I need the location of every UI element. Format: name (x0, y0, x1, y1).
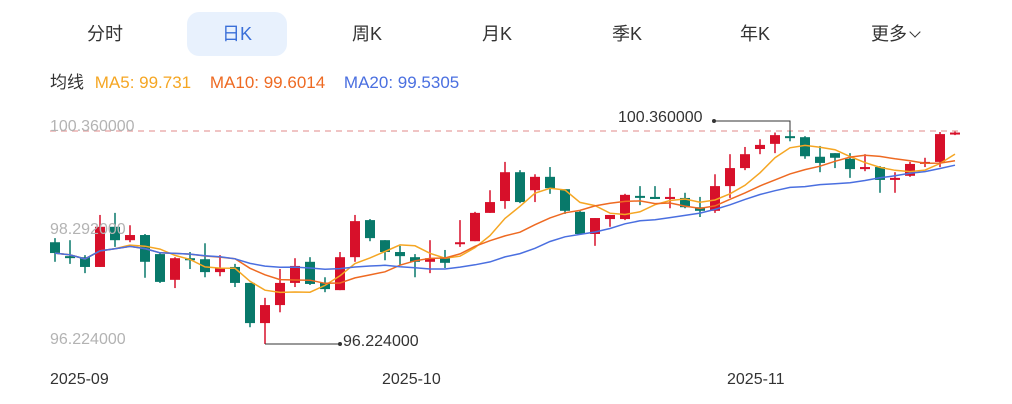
candle-body (800, 137, 810, 157)
candle-body (770, 135, 780, 144)
tab-label: 年K (739, 24, 770, 44)
tab-monthly-k[interactable]: 月K (447, 12, 547, 56)
candle-body (80, 257, 90, 267)
legend-title: 均线 (50, 73, 84, 92)
tab-quarterly-k[interactable]: 季K (577, 12, 677, 56)
candle-body (860, 167, 870, 170)
candle-body (845, 158, 855, 170)
tab-daily-k[interactable]: 日K (187, 12, 287, 56)
y-tick-label: 96.224000 (50, 331, 126, 348)
candle-body (245, 282, 255, 324)
tab-yearly-k[interactable]: 年K (705, 12, 805, 56)
min-pointer-dot (338, 342, 342, 346)
max-pointer-line (714, 120, 791, 131)
candle-body (515, 172, 525, 203)
candle-body (650, 196, 660, 199)
min-price-label: 96.224000 (343, 333, 419, 350)
candle-body (275, 282, 285, 306)
candle-body (50, 242, 60, 254)
tab-intraday[interactable]: 分时 (55, 12, 155, 56)
candle-body (395, 252, 405, 257)
candle-body (500, 172, 510, 202)
candle-body (485, 202, 495, 213)
legend-ma20: MA20: 99.5305 (343, 73, 460, 92)
candle-body (425, 258, 435, 262)
candle-body (290, 265, 300, 283)
candle-body (740, 154, 750, 169)
candle-body (680, 197, 690, 208)
x-tick-label: 2025-09 (50, 371, 109, 388)
candle-body (410, 257, 420, 262)
y-tick-label: 100.360000 (50, 118, 135, 135)
max-price-label: 100.360000 (618, 109, 703, 126)
candle-body (350, 221, 360, 258)
candle-body (440, 258, 450, 263)
candle-body (230, 266, 240, 283)
candle-body (725, 168, 735, 187)
x-tick-label: 2025-10 (382, 371, 441, 388)
tab-label: 日K (221, 24, 252, 44)
candle-body (125, 235, 135, 241)
ma-legend: 均线 MA5: 99.731 MA10: 99.6014 MA20: 99.53… (50, 68, 473, 93)
candle-body (830, 153, 840, 158)
candle-body (890, 177, 900, 180)
candle-body (155, 254, 165, 282)
ma5-line (54, 144, 956, 294)
ma20-line (54, 164, 956, 270)
candle-body (710, 186, 720, 211)
candle-body (470, 212, 480, 242)
legend-ma5: MA5: 99.731 (94, 73, 192, 92)
candle-body (575, 211, 585, 234)
candle-body (260, 305, 270, 324)
candle-body (935, 134, 945, 162)
tab-more[interactable]: 更多 (845, 12, 945, 56)
tab-label: 月K (481, 24, 512, 44)
y-tick-label: 98.292000 (50, 221, 126, 238)
candle-body (380, 240, 390, 253)
tab-label: 周K (351, 24, 382, 44)
candle-body (545, 176, 555, 189)
candle-body (905, 163, 915, 176)
period-tabs: 分时 日K 周K 月K 季K 年K 更多 (0, 12, 1012, 56)
candle-body (785, 136, 795, 139)
candle-body (950, 132, 960, 135)
tab-weekly-k[interactable]: 周K (317, 12, 417, 56)
candle-body (215, 267, 225, 273)
candle-body (335, 257, 345, 291)
candle-body (365, 220, 375, 239)
legend-ma10: MA10: 99.6014 (209, 73, 326, 92)
candle-body (605, 214, 615, 220)
candle-body (110, 226, 120, 241)
candle-body (170, 258, 180, 280)
candle-body (65, 256, 75, 259)
candle-body (815, 156, 825, 163)
candle-body (530, 176, 540, 191)
tab-label: 分时 (87, 24, 123, 44)
candle-body (755, 144, 765, 150)
candle-body (560, 189, 570, 211)
tab-label: 更多 (871, 24, 907, 44)
candle-body (620, 194, 630, 220)
candle-body (200, 259, 210, 273)
candle-body (455, 242, 465, 245)
max-pointer-dot (712, 119, 716, 123)
candle-body (305, 261, 315, 284)
x-tick-label: 2025-11 (727, 371, 785, 388)
candle-body (665, 196, 675, 199)
candle-body (590, 218, 600, 234)
candle-body (875, 167, 885, 180)
candle-body (635, 195, 645, 198)
candle-body (95, 226, 105, 267)
tab-label: 季K (611, 24, 642, 44)
